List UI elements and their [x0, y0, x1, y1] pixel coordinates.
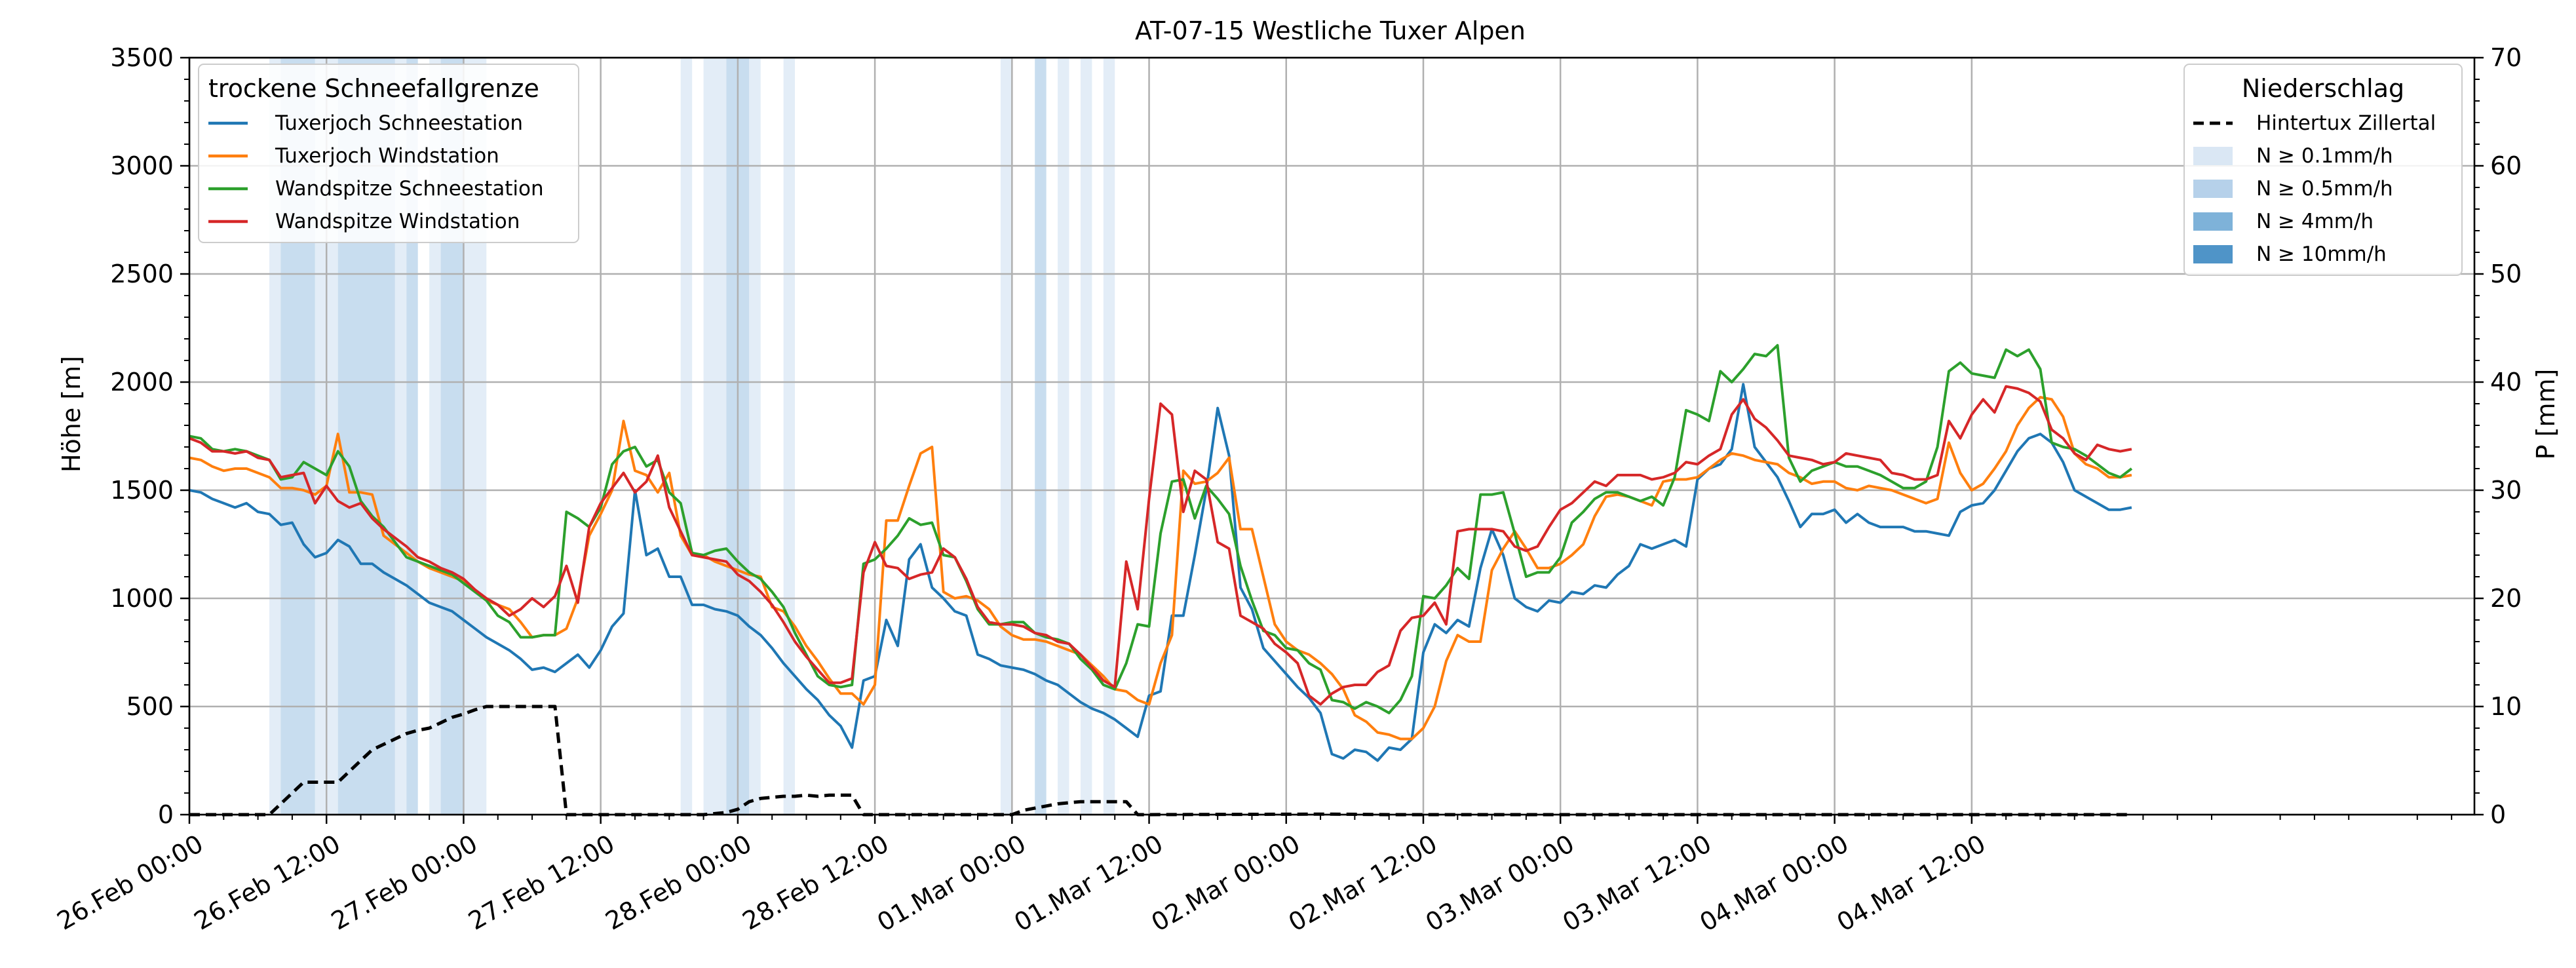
y-tick-label-left: 1000 [110, 584, 174, 613]
y-tick-label-left: 0 [158, 800, 174, 829]
y-tick-label-right: 10 [2490, 692, 2522, 721]
precip-band [406, 58, 418, 815]
precip-band [703, 58, 727, 815]
legend-band-label: N ≥ 10mm/h [2256, 242, 2387, 266]
series-line-hintertux-zillertal [189, 705, 2132, 817]
series-line-tuxerjoch-schneestation [189, 383, 2132, 762]
legend-precipitation: Niederschlag Hintertux Zillertal N ≥ 0.1… [2183, 64, 2463, 276]
y-tick-label-right: 40 [2490, 368, 2522, 397]
legend-precipitation-line-label: Hintertux Zillertal [2256, 111, 2436, 135]
legend-band-label: N ≥ 4mm/h [2256, 210, 2374, 233]
legend-entry-label: Tuxerjoch Windstation [275, 144, 499, 168]
legend-band-label: N ≥ 0.1mm/h [2256, 144, 2393, 168]
y-tick-label-right: 50 [2490, 260, 2522, 288]
y-tick-label-right: 70 [2490, 43, 2522, 72]
legend-precipitation-title: Niederschlag [2242, 74, 2404, 103]
y-tick-label-left: 500 [126, 692, 174, 721]
y-tick-label-right: 20 [2490, 584, 2522, 613]
legend-snowline-title: trockene Schneefallgrenze [208, 74, 539, 103]
series-lines [189, 343, 2133, 817]
y-axis-label-left: Höhe [m] [57, 356, 86, 473]
y-tick-label-left: 2500 [110, 260, 174, 288]
y-tick-label-left: 2000 [110, 368, 174, 397]
y-tick-label-left: 3000 [110, 151, 174, 180]
precip-band [429, 58, 441, 815]
legend-band-swatch [2193, 212, 2233, 231]
precip-band [394, 58, 407, 815]
legend-band-swatch [2193, 180, 2233, 198]
series-line-wandspitze-windstation [189, 385, 2132, 706]
legend-band-swatch [2193, 245, 2233, 263]
precip-band [1103, 58, 1115, 815]
y-axis-label-right: P [mm] [2531, 369, 2560, 460]
y-tick-label-right: 60 [2490, 151, 2522, 180]
precip-band [749, 58, 761, 815]
precip-band [1000, 58, 1012, 815]
precip-band [269, 58, 281, 815]
precip-band [783, 58, 796, 815]
legend-snowline: trockene Schneefallgrenze Tuxerjoch Schn… [198, 64, 579, 243]
y-tick-label-left: 1500 [110, 476, 174, 505]
plot-frame [188, 56, 2476, 816]
y-tick-label-left: 3500 [110, 43, 174, 72]
legend-band-swatch [2193, 147, 2233, 165]
precip-band [1080, 58, 1092, 815]
chart-title: AT-07-15 Westliche Tuxer Alpen [1135, 16, 1526, 45]
legend-entry-label: Wandspitze Windstation [275, 210, 520, 233]
precip-band [680, 58, 693, 815]
legend-precipitation-box [2183, 64, 2463, 276]
legend-snowline-box [198, 64, 579, 243]
series-line-wandspitze-schneestation [189, 343, 2133, 714]
y-tick-label-right: 0 [2490, 800, 2506, 829]
legend-entry-label: Wandspitze Schneestation [275, 177, 544, 201]
y-tick-label-right: 30 [2490, 476, 2522, 505]
legend-entry-label: Tuxerjoch Schneestation [275, 111, 523, 135]
legend-band-label: N ≥ 0.5mm/h [2256, 177, 2393, 201]
precip-band [1035, 58, 1047, 815]
precip-band [1058, 58, 1069, 815]
